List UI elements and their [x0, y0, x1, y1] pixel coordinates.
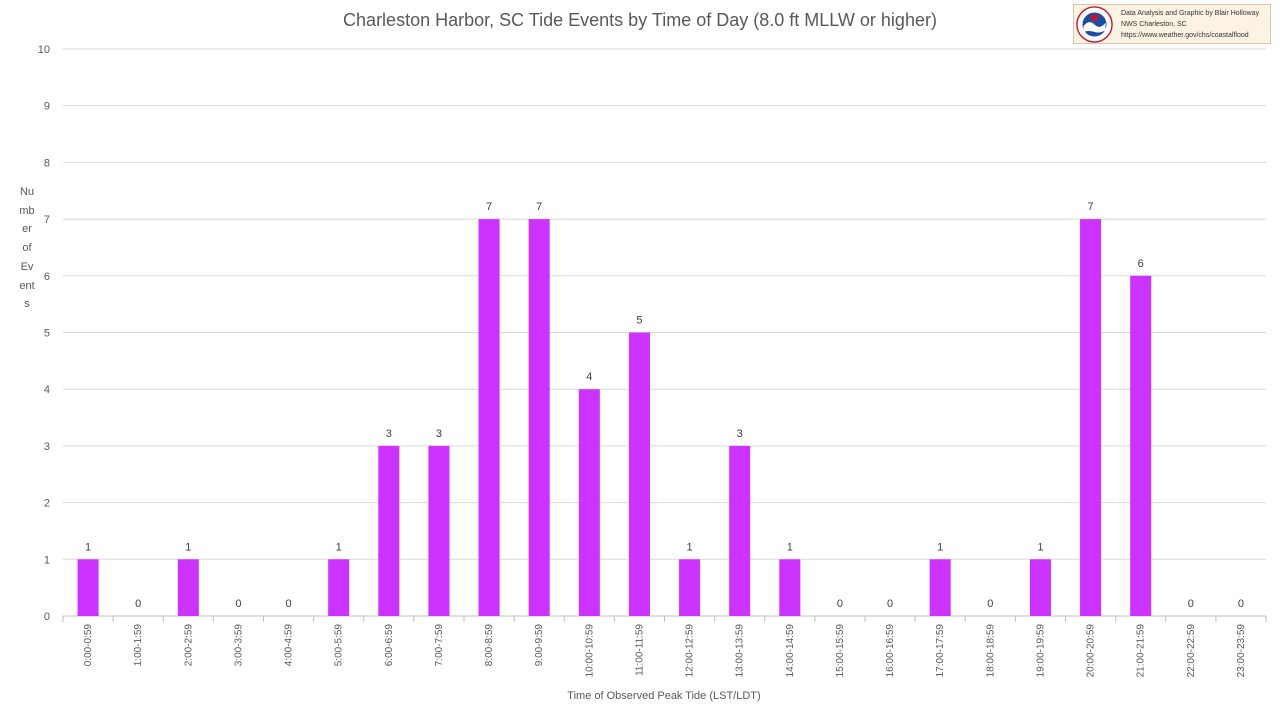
x-tick-label: 18:00-18:59	[985, 624, 996, 678]
data-label: 0	[286, 598, 292, 610]
data-label: 1	[1037, 541, 1043, 553]
bar	[578, 389, 600, 616]
bar	[528, 219, 550, 616]
x-tick-label: 22:00-22:59	[1186, 624, 1197, 678]
y-tick-label: 6	[44, 271, 50, 283]
data-label: 7	[536, 201, 542, 213]
x-tick-label: 14:00-14:59	[785, 624, 796, 678]
bar	[779, 559, 801, 616]
x-tick-label: 13:00-13:59	[735, 624, 746, 678]
bar	[1029, 559, 1051, 616]
data-label: 6	[1138, 258, 1144, 270]
y-tick-label: 5	[44, 328, 50, 340]
y-tick-label: 3	[44, 441, 50, 453]
bar	[1080, 219, 1102, 616]
data-label: 0	[235, 598, 241, 610]
nws-logo-icon	[1076, 6, 1113, 43]
bar	[328, 559, 350, 616]
bar	[177, 559, 199, 616]
bar	[679, 559, 701, 616]
y-tick-label: 4	[44, 384, 50, 396]
gridlines	[62, 48, 1267, 622]
x-tick-label: 23:00-23:59	[1236, 624, 1247, 678]
bar	[729, 445, 751, 616]
x-tick-label: 15:00-15:59	[835, 624, 846, 678]
bar	[628, 332, 650, 616]
data-label: 5	[636, 315, 642, 327]
x-tick-label: 10:00-10:59	[584, 624, 595, 678]
x-tick-label: 1:00-1:59	[133, 624, 144, 667]
x-tick-label: 0:00-0:59	[83, 624, 94, 667]
data-label: 0	[1238, 598, 1244, 610]
data-label: 1	[787, 541, 793, 553]
y-tick-label: 1	[44, 554, 50, 566]
y-tick-label: 9	[44, 101, 50, 113]
x-tick-label: 4:00-4:59	[284, 624, 295, 667]
data-label: 0	[837, 598, 843, 610]
bar	[378, 445, 400, 616]
y-tick-label: 2	[44, 498, 50, 510]
data-label: 3	[386, 428, 392, 440]
credit-line-url: https://www.weather.gov/chs/coastalflood	[1121, 32, 1249, 39]
x-tick-label: 8:00-8:59	[484, 624, 495, 667]
data-label: 1	[85, 541, 91, 553]
y-tick-label: 8	[44, 157, 50, 169]
x-tick-label: 5:00-5:59	[334, 624, 345, 667]
chart-title: Charleston Harbor, SC Tide Events by Tim…	[343, 10, 937, 30]
x-tick-label: 2:00-2:59	[183, 624, 194, 667]
y-axis-label: Number of Events	[19, 186, 35, 311]
data-labels: 1 0 1 0 0 1 3 3 7 7 4 5 1 3 1 0 0 1 0 1 7 6 0 0	[85, 201, 1244, 610]
x-tick-label: 6:00-6:59	[384, 624, 395, 667]
data-label: 4	[586, 371, 592, 383]
data-label: 0	[135, 598, 141, 610]
x-tick-label: 11:00-11:59	[634, 624, 645, 676]
y-tick-label: 10	[38, 44, 50, 56]
credit-line-office: NWS Charleston, SC	[1121, 21, 1187, 28]
bar	[1130, 275, 1152, 616]
data-label: 3	[436, 428, 442, 440]
x-tick-label: 12:00-12:59	[685, 624, 696, 678]
x-tick-label: 17:00-17:59	[935, 624, 946, 678]
x-tick-labels: 0:00-0:59 1:00-1:59 2:00-2:59 3:00-3:59 4:00…	[83, 624, 1247, 678]
x-axis-label: Time of Observed Peak Tide (LST/LDT)	[567, 690, 761, 702]
x-tick-label: 19:00-19:59	[1035, 624, 1046, 678]
bar	[929, 559, 951, 616]
x-tick-label: 7:00-7:59	[434, 624, 445, 667]
data-label: 1	[185, 541, 191, 553]
data-label: 0	[987, 598, 993, 610]
data-label: 7	[486, 201, 492, 213]
x-tick-label: 16:00-16:59	[885, 624, 896, 678]
x-tick-label: 9:00-9:59	[534, 624, 545, 667]
bar	[478, 219, 500, 616]
data-label: 0	[887, 598, 893, 610]
bar	[77, 559, 99, 616]
data-label: 0	[1188, 598, 1194, 610]
x-tick-label: 21:00-21:59	[1136, 624, 1147, 678]
x-tick-label: 20:00-20:59	[1086, 624, 1097, 678]
data-label: 1	[937, 541, 943, 553]
bar	[428, 445, 450, 616]
y-tick-label: 0	[44, 611, 50, 623]
x-tick-label: 3:00-3:59	[233, 624, 244, 667]
data-label: 7	[1088, 201, 1094, 213]
y-tick-labels: 0 1 2 3 4 5 6 7 8 9 10	[38, 44, 50, 623]
data-label: 1	[336, 541, 342, 553]
data-label: 3	[737, 428, 743, 440]
y-tick-label: 7	[44, 214, 50, 226]
bars	[77, 219, 1152, 616]
data-label: 1	[687, 541, 693, 553]
credit-line-author: Data Analysis and Graphic by Blair Hollo…	[1121, 10, 1260, 17]
credit-box: Data Analysis and Graphic by Blair Hollo…	[1073, 4, 1271, 44]
